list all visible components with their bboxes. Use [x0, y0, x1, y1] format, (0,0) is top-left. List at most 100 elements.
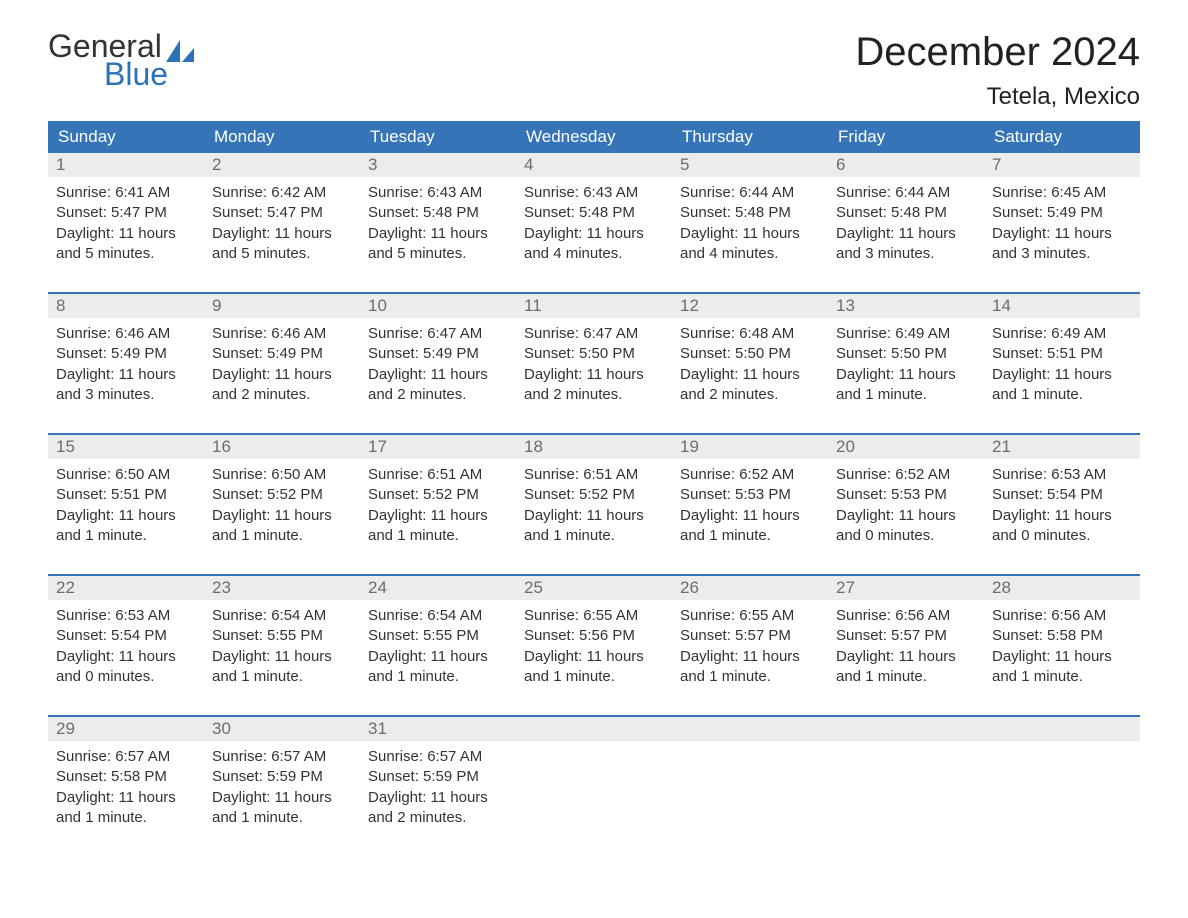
calendar: SundayMondayTuesdayWednesdayThursdayFrid…: [48, 121, 1140, 838]
day-cell: Sunrise: 6:52 AMSunset: 5:53 PMDaylight:…: [672, 459, 828, 556]
sunrise-text: Sunrise: 6:41 AM: [56, 183, 196, 203]
day-number: 16: [204, 435, 360, 459]
daylight-line2: and 0 minutes.: [992, 526, 1132, 546]
daylight-line2: and 1 minute.: [680, 526, 820, 546]
day-number: 20: [828, 435, 984, 459]
daylight-line2: and 2 minutes.: [212, 385, 352, 405]
day-cell: Sunrise: 6:49 AMSunset: 5:51 PMDaylight:…: [984, 318, 1140, 415]
daylight-line2: and 1 minute.: [524, 526, 664, 546]
sunset-text: Sunset: 5:51 PM: [992, 344, 1132, 364]
day-cell: Sunrise: 6:45 AMSunset: 5:49 PMDaylight:…: [984, 177, 1140, 274]
day-number: 4: [516, 153, 672, 177]
day-number: [516, 717, 672, 741]
day-cell: [516, 741, 672, 838]
sunset-text: Sunset: 5:49 PM: [368, 344, 508, 364]
day-number: [672, 717, 828, 741]
calendar-week: 1234567Sunrise: 6:41 AMSunset: 5:47 PMDa…: [48, 153, 1140, 274]
sunrise-text: Sunrise: 6:56 AM: [836, 606, 976, 626]
day-number: 31: [360, 717, 516, 741]
day-cell: Sunrise: 6:54 AMSunset: 5:55 PMDaylight:…: [360, 600, 516, 697]
sunrise-text: Sunrise: 6:45 AM: [992, 183, 1132, 203]
day-cell: Sunrise: 6:52 AMSunset: 5:53 PMDaylight:…: [828, 459, 984, 556]
sunset-text: Sunset: 5:50 PM: [836, 344, 976, 364]
daylight-line2: and 5 minutes.: [56, 244, 196, 264]
sunrise-text: Sunrise: 6:49 AM: [836, 324, 976, 344]
day-number: 5: [672, 153, 828, 177]
sunrise-text: Sunrise: 6:57 AM: [368, 747, 508, 767]
sunset-text: Sunset: 5:48 PM: [836, 203, 976, 223]
daylight-line2: and 3 minutes.: [56, 385, 196, 405]
sunrise-text: Sunrise: 6:56 AM: [992, 606, 1132, 626]
day-number: 2: [204, 153, 360, 177]
sunrise-text: Sunrise: 6:43 AM: [524, 183, 664, 203]
day-cell: Sunrise: 6:56 AMSunset: 5:57 PMDaylight:…: [828, 600, 984, 697]
daylight-line2: and 2 minutes.: [368, 385, 508, 405]
sunset-text: Sunset: 5:56 PM: [524, 626, 664, 646]
location-subtitle: Tetela, Mexico: [855, 83, 1140, 111]
day-number: 6: [828, 153, 984, 177]
sunset-text: Sunset: 5:57 PM: [680, 626, 820, 646]
sunset-text: Sunset: 5:53 PM: [836, 485, 976, 505]
day-cell: Sunrise: 6:41 AMSunset: 5:47 PMDaylight:…: [48, 177, 204, 274]
sunrise-text: Sunrise: 6:52 AM: [836, 465, 976, 485]
daylight-line1: Daylight: 11 hours: [212, 224, 352, 244]
day-cell: Sunrise: 6:44 AMSunset: 5:48 PMDaylight:…: [672, 177, 828, 274]
sunrise-text: Sunrise: 6:50 AM: [212, 465, 352, 485]
logo-text-blue: Blue: [104, 58, 194, 90]
daylight-line1: Daylight: 11 hours: [368, 788, 508, 808]
sunrise-text: Sunrise: 6:47 AM: [368, 324, 508, 344]
day-number: 14: [984, 294, 1140, 318]
sunrise-text: Sunrise: 6:47 AM: [524, 324, 664, 344]
daylight-line2: and 5 minutes.: [368, 244, 508, 264]
sunset-text: Sunset: 5:51 PM: [56, 485, 196, 505]
weekday-header: Sunday: [48, 121, 204, 153]
sunrise-text: Sunrise: 6:46 AM: [56, 324, 196, 344]
daylight-line1: Daylight: 11 hours: [992, 506, 1132, 526]
day-cell: Sunrise: 6:47 AMSunset: 5:49 PMDaylight:…: [360, 318, 516, 415]
sunset-text: Sunset: 5:54 PM: [992, 485, 1132, 505]
sunset-text: Sunset: 5:50 PM: [680, 344, 820, 364]
sunset-text: Sunset: 5:49 PM: [992, 203, 1132, 223]
sunset-text: Sunset: 5:52 PM: [368, 485, 508, 505]
sunset-text: Sunset: 5:48 PM: [680, 203, 820, 223]
daylight-line2: and 2 minutes.: [680, 385, 820, 405]
daylight-line2: and 1 minute.: [212, 526, 352, 546]
sunrise-text: Sunrise: 6:57 AM: [56, 747, 196, 767]
daylight-line2: and 1 minute.: [212, 667, 352, 687]
daylight-line2: and 3 minutes.: [836, 244, 976, 264]
sunset-text: Sunset: 5:49 PM: [212, 344, 352, 364]
day-cell: Sunrise: 6:50 AMSunset: 5:52 PMDaylight:…: [204, 459, 360, 556]
daylight-line1: Daylight: 11 hours: [212, 647, 352, 667]
daylight-line2: and 5 minutes.: [212, 244, 352, 264]
day-number: 21: [984, 435, 1140, 459]
sunset-text: Sunset: 5:58 PM: [56, 767, 196, 787]
day-number: 11: [516, 294, 672, 318]
sunset-text: Sunset: 5:52 PM: [524, 485, 664, 505]
calendar-week: 891011121314Sunrise: 6:46 AMSunset: 5:49…: [48, 292, 1140, 415]
day-number: 26: [672, 576, 828, 600]
day-cell: Sunrise: 6:46 AMSunset: 5:49 PMDaylight:…: [48, 318, 204, 415]
calendar-week: 22232425262728Sunrise: 6:53 AMSunset: 5:…: [48, 574, 1140, 697]
daylight-line1: Daylight: 11 hours: [836, 365, 976, 385]
day-cell: [828, 741, 984, 838]
daylight-line1: Daylight: 11 hours: [680, 506, 820, 526]
day-cell: Sunrise: 6:51 AMSunset: 5:52 PMDaylight:…: [516, 459, 672, 556]
day-number: 15: [48, 435, 204, 459]
daylight-line1: Daylight: 11 hours: [992, 224, 1132, 244]
daylight-line1: Daylight: 11 hours: [368, 224, 508, 244]
sunset-text: Sunset: 5:55 PM: [368, 626, 508, 646]
day-number: 25: [516, 576, 672, 600]
sunset-text: Sunset: 5:59 PM: [368, 767, 508, 787]
day-cell: Sunrise: 6:47 AMSunset: 5:50 PMDaylight:…: [516, 318, 672, 415]
day-number: 17: [360, 435, 516, 459]
day-cell: Sunrise: 6:51 AMSunset: 5:52 PMDaylight:…: [360, 459, 516, 556]
daylight-line2: and 1 minute.: [56, 526, 196, 546]
sunrise-text: Sunrise: 6:54 AM: [212, 606, 352, 626]
daylight-line1: Daylight: 11 hours: [56, 224, 196, 244]
weekday-header: Tuesday: [360, 121, 516, 153]
day-cell: Sunrise: 6:54 AMSunset: 5:55 PMDaylight:…: [204, 600, 360, 697]
day-number: 9: [204, 294, 360, 318]
day-number: 3: [360, 153, 516, 177]
day-number: 19: [672, 435, 828, 459]
day-number: 27: [828, 576, 984, 600]
